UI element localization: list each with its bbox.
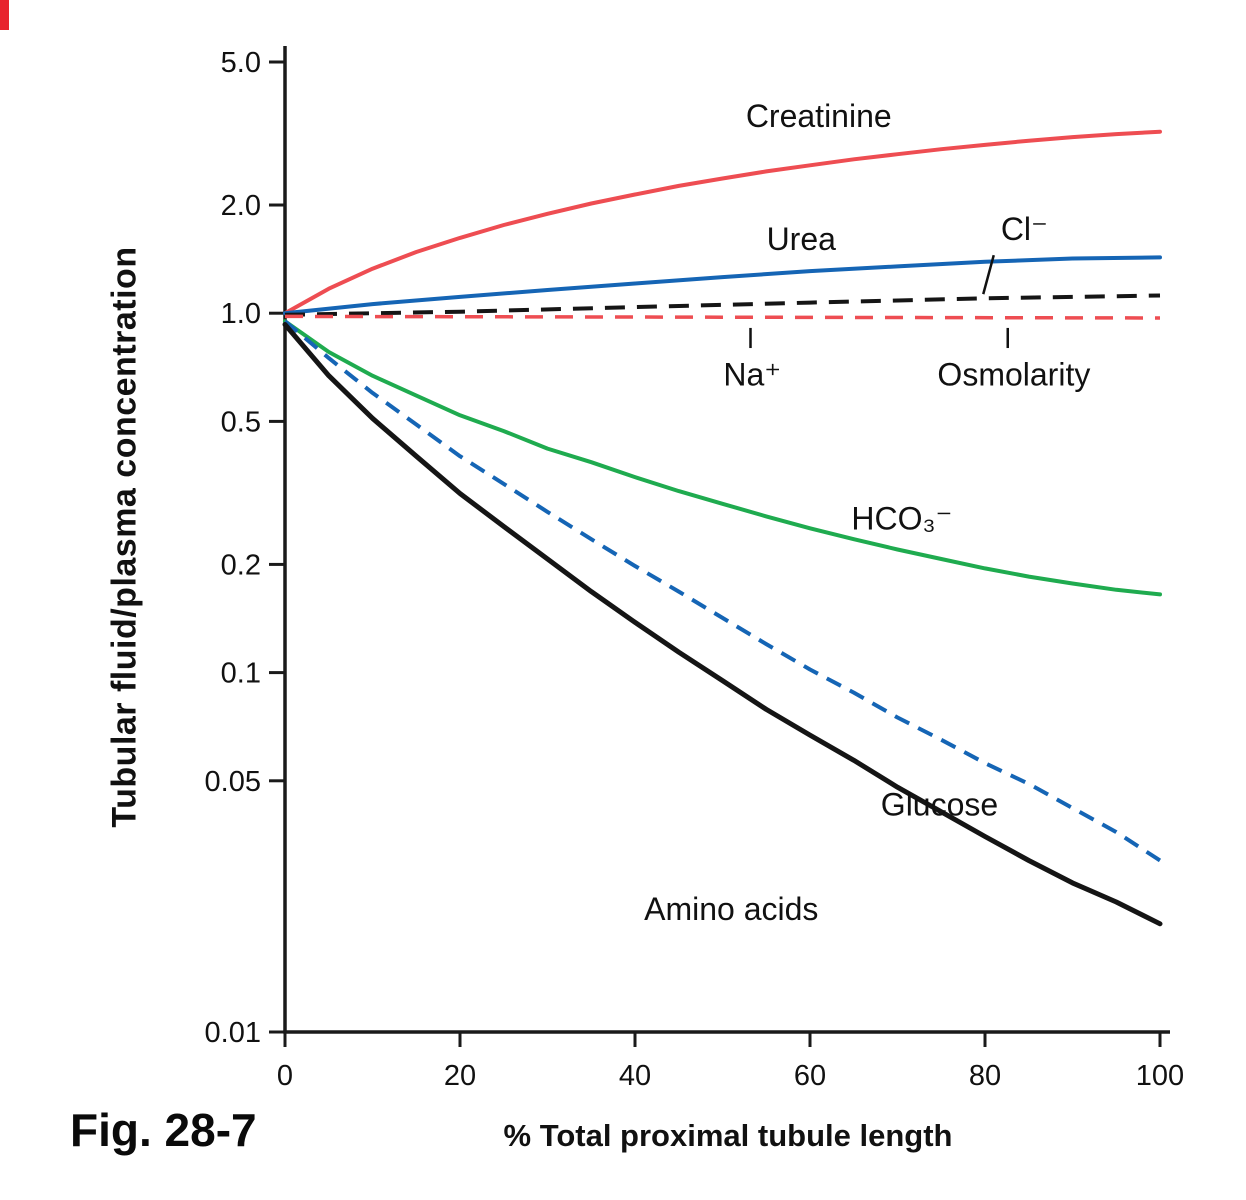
- curve-label-amino-acids: Amino acids: [644, 891, 818, 927]
- x-tick-label-20: 20: [444, 1060, 476, 1092]
- y-tick-label-0.01: 0.01: [205, 1017, 261, 1049]
- series-urea-curve: [283, 255, 1162, 316]
- y-tick-label-0.1: 0.1: [221, 658, 261, 690]
- y-tick-label-0.05: 0.05: [205, 766, 261, 798]
- y-tick-label-0.5: 0.5: [221, 406, 261, 438]
- x-tick-label-100: 100: [1136, 1060, 1184, 1092]
- curve-label-creatinine: Creatinine: [746, 98, 892, 134]
- x-tick-label-60: 60: [794, 1060, 826, 1092]
- series-amino-acids-curve: [282, 322, 1163, 927]
- series-glucose-curve: [283, 319, 1162, 863]
- x-tick-label-40: 40: [619, 1060, 651, 1092]
- curve-label-cl: Cl⁻: [1001, 211, 1048, 247]
- y-tick-label-1.0: 1.0: [221, 298, 261, 330]
- series-hco3-curve: [283, 319, 1162, 597]
- curve-label-glucose: Glucose: [881, 787, 998, 823]
- figure-caption: Fig. 28-7: [70, 1104, 257, 1156]
- y-tick-label-5.0: 5.0: [221, 47, 261, 79]
- curve-label-osmolarity: Osmolarity: [937, 356, 1090, 392]
- series-cl-curve: [284, 293, 1161, 317]
- slide-edge-decoration: [0, 0, 9, 30]
- pointer-cl: [982, 254, 995, 295]
- y-axis-label: Tubular fluid/plasma concentration: [105, 246, 144, 828]
- x-tick-label-0: 0: [277, 1060, 293, 1092]
- series-na-osmolarity-curve: [284, 314, 1161, 320]
- x-axis-label: % Total proximal tubule length: [503, 1118, 953, 1153]
- series-creatinine-curve: [283, 129, 1162, 316]
- x-tick-label-80: 80: [969, 1060, 1001, 1092]
- curve-label-hco: HCO₃⁻: [851, 501, 952, 537]
- curve-label-urea: Urea: [767, 221, 837, 257]
- y-tick-label-2.0: 2.0: [221, 190, 261, 222]
- y-tick-label-0.2: 0.2: [221, 549, 261, 581]
- curve-label-na: Na⁺: [723, 356, 781, 392]
